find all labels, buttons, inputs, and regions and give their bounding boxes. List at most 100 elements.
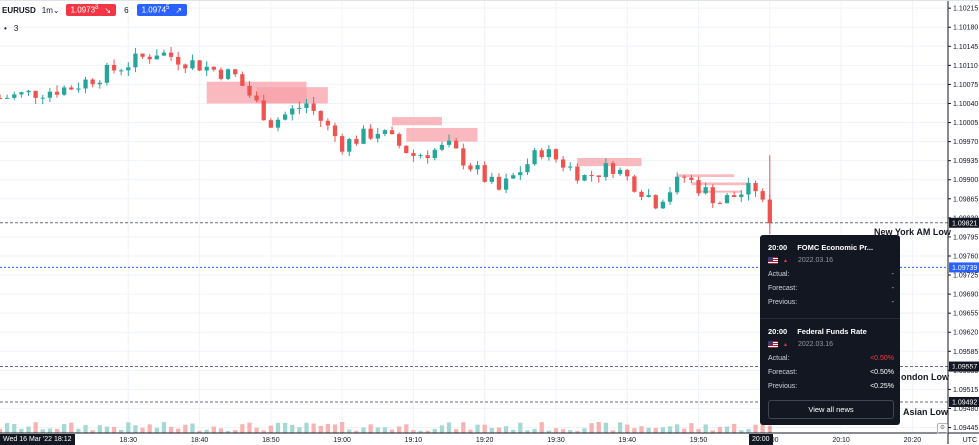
candle <box>97 80 102 89</box>
volume-bar <box>575 430 580 433</box>
candle-body <box>147 56 152 60</box>
x-tick-label: 20:20 <box>904 437 922 444</box>
chart-settings-icon[interactable]: ⚙ <box>937 423 948 434</box>
time-cursor-label: 20:00 <box>749 434 773 445</box>
y-tick-label: 1.09935 <box>953 158 978 165</box>
x-tick-label: 19:50 <box>690 437 708 444</box>
candle <box>304 98 309 114</box>
volume-bar <box>375 427 380 433</box>
candle-body <box>211 66 216 70</box>
view-all-news-button[interactable]: View all news <box>768 400 894 419</box>
current-price-tag <box>949 262 979 273</box>
candle <box>732 191 737 198</box>
candle <box>168 46 174 61</box>
candle <box>746 177 751 201</box>
y-tick-label: 1.09795 <box>953 234 978 241</box>
volume-bar <box>311 423 316 433</box>
candle-body <box>617 169 623 174</box>
candle <box>190 54 195 70</box>
volume-bar <box>304 422 309 433</box>
news-item[interactable]: 20:00 Federal Funds Rate ▴ 2022.03.16 Actu… <box>768 327 894 390</box>
candle-body <box>475 165 480 170</box>
candle <box>560 156 566 172</box>
indicator-legend[interactable]: • 3 <box>4 24 18 33</box>
candle <box>610 161 616 178</box>
candle-body <box>382 130 388 134</box>
x-tick-label: 18:40 <box>191 437 209 444</box>
news-item[interactable]: 20:00 FOMC Economic Pr... ▴ 2022.03.16 Act… <box>768 243 894 306</box>
volume-bar <box>0 428 3 433</box>
y-tick-label: 1.10110 <box>953 63 978 70</box>
volume-bar <box>511 429 516 433</box>
candle <box>475 161 480 175</box>
x-tick-label: 20:10 <box>832 437 850 444</box>
candle-body <box>732 195 737 198</box>
actual-label: Actual: <box>768 271 790 278</box>
candle <box>589 170 594 182</box>
candle <box>482 161 487 183</box>
interval-selector[interactable]: 1m⌄ <box>42 6 60 15</box>
candle-body <box>311 103 316 111</box>
candle-body <box>19 92 24 95</box>
y-tick-label: 1.09480 <box>953 406 978 413</box>
volume-bar <box>724 426 730 433</box>
candle <box>546 145 551 161</box>
candle-body <box>746 183 751 195</box>
candle <box>375 127 380 143</box>
candle-body <box>111 64 117 71</box>
us-flag-icon <box>768 257 778 264</box>
sell-button[interactable]: 1.09738 ↘ <box>65 4 117 16</box>
volume-bar <box>368 424 373 433</box>
volume-bar <box>411 430 416 433</box>
candle <box>69 85 74 91</box>
candle <box>496 173 502 191</box>
candle <box>161 49 167 57</box>
candle <box>204 61 209 77</box>
candle <box>382 129 388 137</box>
buy-button[interactable]: 1.09745 ↗ <box>136 4 188 16</box>
volume-bar <box>432 428 437 433</box>
candle <box>389 126 395 135</box>
candle-body <box>268 120 273 128</box>
candle-body <box>575 166 580 181</box>
volume-bar <box>204 429 209 433</box>
volume-bar <box>767 425 772 433</box>
candle-body <box>361 128 366 144</box>
volume-bar <box>12 423 17 433</box>
volume-bar <box>183 424 188 433</box>
candle-body <box>675 176 680 193</box>
y-tick-label: 1.09585 <box>953 349 978 356</box>
volume-bar <box>596 422 601 433</box>
candle-body <box>560 159 566 168</box>
candle-body <box>126 67 131 71</box>
candle-body <box>12 94 17 98</box>
x-tick-label: 19:00 <box>333 437 351 444</box>
candle <box>140 53 145 59</box>
chart-toolbar: EURUSD 1m⌄ 1.09738 ↘ 6 1.09745 ↗ <box>0 3 188 17</box>
volume-bar <box>760 423 765 433</box>
symbol-label[interactable]: EURUSD <box>2 5 36 15</box>
candle-body <box>83 79 88 89</box>
candle <box>211 66 216 72</box>
volume-bar <box>168 426 174 433</box>
forecast-label: Forecast: <box>768 369 798 376</box>
quantity-field[interactable]: 6 <box>124 5 129 15</box>
candle <box>361 125 366 145</box>
candle <box>439 141 445 152</box>
candle-body <box>446 140 452 145</box>
volume-bar <box>154 427 159 433</box>
candle <box>76 82 81 93</box>
trend-down-icon: ↘ <box>104 5 112 15</box>
y-tick-label: 1.09445 <box>953 425 978 432</box>
volume-bar <box>354 430 359 433</box>
candle <box>653 194 658 210</box>
candle-body <box>389 130 395 135</box>
supply-zone <box>256 87 328 104</box>
candle <box>339 133 345 155</box>
candle-body <box>439 144 445 150</box>
candle-body <box>511 175 516 179</box>
candle-body <box>482 165 487 182</box>
timezone-label[interactable]: UTC <box>962 437 977 444</box>
news-divider <box>760 318 900 319</box>
y-tick-label: 1.09655 <box>953 311 978 318</box>
